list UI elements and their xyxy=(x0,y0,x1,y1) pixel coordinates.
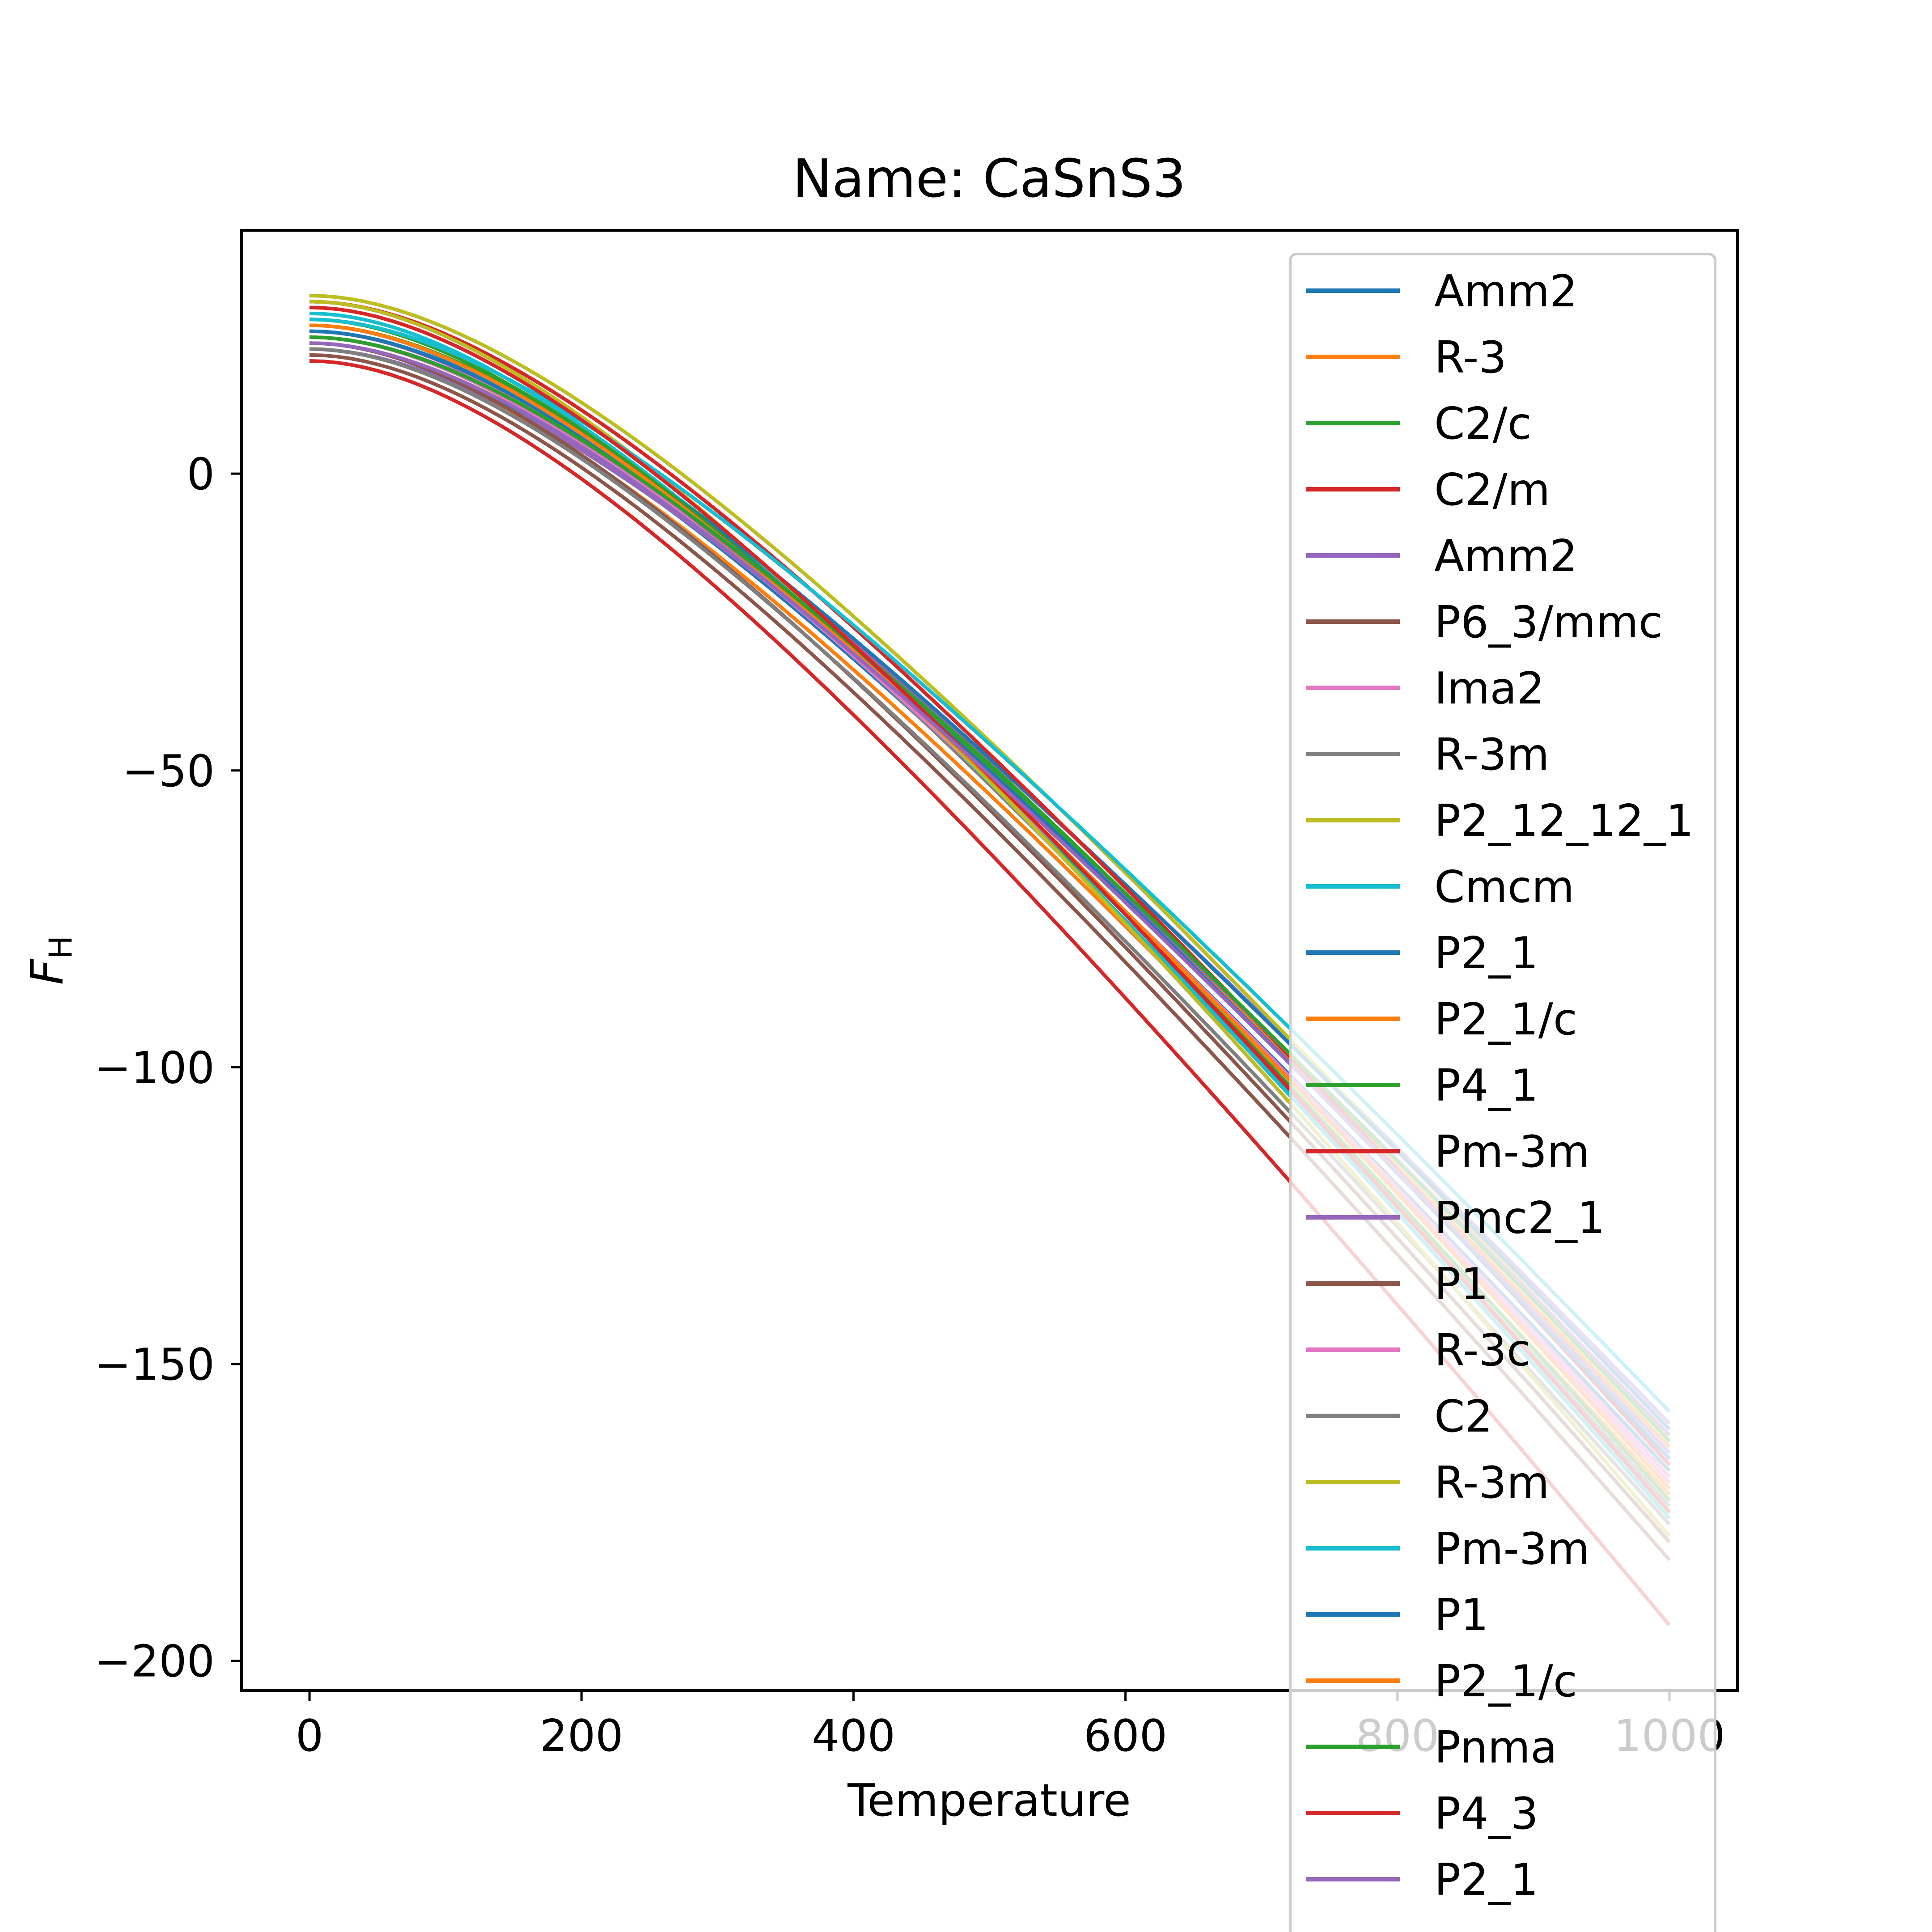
legend-label: P2_1/c xyxy=(1434,994,1577,1045)
legend-label: P1 xyxy=(1434,1590,1488,1641)
legend-entry: P2_1 xyxy=(1306,928,1538,979)
legend-label: Pm-3m xyxy=(1434,1127,1590,1178)
legend-entry: R-3 xyxy=(1306,332,1507,383)
legend-label: Amm2 xyxy=(1434,531,1577,582)
x-tick-label: 400 xyxy=(812,1711,895,1762)
y-axis-label-subscript: H xyxy=(42,936,79,959)
x-tick-label: 200 xyxy=(540,1711,623,1762)
chart-title: Name: CaSnS3 xyxy=(792,148,1186,209)
legend-label: Amm2 xyxy=(1434,266,1577,317)
legend-entry: P2_1/c xyxy=(1306,1656,1577,1707)
legend-entry: P2_12_12_1 xyxy=(1306,796,1694,847)
y-tick-label: 0 xyxy=(187,449,215,500)
legend-entry: P1 xyxy=(1306,1590,1488,1641)
legend-entry: R-3c xyxy=(1306,1325,1531,1376)
legend-entry: Pnma xyxy=(1306,1722,1557,1773)
x-axis-label: Temperature xyxy=(847,1774,1131,1826)
legend-label: R-3m xyxy=(1434,1457,1549,1508)
legend-label: R-3 xyxy=(1434,332,1507,383)
legend-entry: Pmc2_1 xyxy=(1306,1193,1605,1244)
legend-frame xyxy=(1289,253,1716,1932)
legend-entry: P1 xyxy=(1306,1259,1488,1310)
legend-label: P1 xyxy=(1434,1259,1488,1310)
y-axis: 0 −50 −100 −150 −200 xyxy=(94,449,242,1687)
x-tick-label: 0 xyxy=(296,1711,323,1762)
legend-entry: C2/c xyxy=(1306,398,1532,449)
legend-entry: Pm-3m xyxy=(1306,1524,1590,1575)
legend-label: P6_3/mmc xyxy=(1434,597,1663,648)
legend-label: Pnma xyxy=(1434,1722,1557,1773)
legend: Amm2 R-3 C2/c C2/m Amm2 P6_3/mmc Ima2 R-3m P2_12… xyxy=(1289,253,1716,1932)
legend-entry: C2/m xyxy=(1306,465,1550,516)
y-axis-label-main: F xyxy=(21,958,73,985)
legend-entry: P4_1 xyxy=(1306,1060,1538,1111)
x-tick-label: 600 xyxy=(1084,1711,1167,1762)
legend-entry: Pm-3m xyxy=(1306,1127,1590,1178)
legend-entry: C2 xyxy=(1306,1391,1493,1442)
legend-label: P2_1/c xyxy=(1434,1656,1577,1707)
legend-label: P2_1 xyxy=(1434,928,1538,979)
legend-entry: R-3m xyxy=(1306,729,1549,780)
legend-label: Pm-3m xyxy=(1434,1524,1590,1575)
legend-label: R-3c xyxy=(1434,1325,1531,1376)
legend-entry: P6_3/mmc xyxy=(1306,597,1663,648)
legend-label: R-3m xyxy=(1434,729,1549,780)
legend-label: P4_1 xyxy=(1434,1060,1538,1111)
legend-label: Cmcm xyxy=(1434,862,1574,913)
legend-entry: R-3m xyxy=(1306,1457,1549,1508)
legend-label: P2_12_12_1 xyxy=(1434,796,1694,847)
legend-entry: P2_1/c xyxy=(1306,994,1577,1045)
legend-label: C2/m xyxy=(1434,465,1550,516)
y-tick-label: −200 xyxy=(94,1636,215,1687)
y-axis-label: FH xyxy=(21,936,79,985)
legend-label: Pmc2_1 xyxy=(1434,1193,1605,1244)
legend-entry: P4_3 xyxy=(1306,1788,1538,1839)
legend-label: P2_1 xyxy=(1434,1855,1538,1906)
legend-entry: Cmcm xyxy=(1306,862,1574,913)
legend-label: C2/c xyxy=(1434,398,1532,449)
legend-label: C2 xyxy=(1434,1391,1493,1442)
legend-entry: Ima2 xyxy=(1306,663,1545,714)
y-axis-label-group: FH xyxy=(21,936,79,985)
plot-frame xyxy=(240,229,1739,1692)
legend-label: P4_3 xyxy=(1434,1788,1538,1839)
legend-entry: Amm2 xyxy=(1306,266,1577,317)
y-tick-label: −150 xyxy=(94,1339,215,1390)
y-tick-label: −100 xyxy=(94,1042,215,1093)
legend-label: Ima2 xyxy=(1434,663,1545,714)
legend-entry: P2_1 xyxy=(1306,1855,1538,1906)
legend-entry: Amm2 xyxy=(1306,531,1577,582)
y-tick-label: −50 xyxy=(122,746,215,797)
